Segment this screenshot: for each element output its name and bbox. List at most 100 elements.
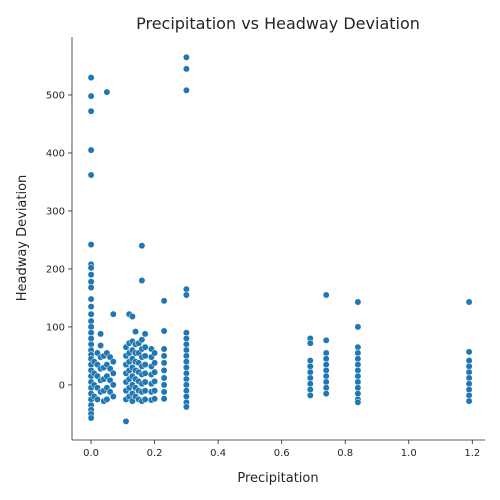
data-point [151,395,159,403]
data-point [306,362,314,370]
data-point [138,242,146,250]
data-point [109,369,117,377]
data-point [87,295,95,303]
data-point [87,107,95,115]
data-point [87,303,95,311]
data-point [87,241,95,249]
data-point [160,352,168,360]
data-point [465,298,473,306]
data-point [182,285,190,293]
data-point [109,381,117,389]
data-point [322,372,330,380]
y-tick-label: 0 [59,380,65,391]
data-point [87,278,95,286]
data-point [87,335,95,342]
data-point [160,345,168,353]
data-point [87,146,95,154]
y-tick-label: 300 [46,206,65,217]
data-point [182,358,190,366]
data-point [182,329,190,337]
data-point [354,384,362,392]
data-point [182,346,190,354]
data-point [354,355,362,363]
data-point [182,381,190,389]
data-point [160,359,168,367]
data-point [151,349,159,357]
data-point [182,352,190,360]
data-point [322,355,330,363]
data-point [182,403,190,411]
data-point [182,369,190,377]
data-point [87,317,95,325]
data-point [465,348,473,356]
data-point [87,284,95,291]
x-tick-label: 0.8 [337,448,353,459]
y-tick-label: 500 [46,90,65,101]
data-point [322,361,330,369]
data-point [465,386,473,394]
data-point [141,387,149,395]
data-point [141,361,149,369]
data-point [122,417,130,425]
data-point [87,323,95,331]
y-tick-label: 100 [46,322,65,333]
data-point [160,366,168,374]
data-point [354,390,362,398]
y-tick-label: 400 [46,148,65,159]
data-point [322,349,330,357]
data-point [354,298,362,306]
data-point [322,384,330,392]
data-point [322,291,330,299]
x-tick-label: 0.2 [147,448,163,459]
plot-area [87,53,473,425]
data-point [87,171,95,179]
data-point [87,340,95,348]
data-point [160,297,168,305]
data-point [151,368,159,376]
data-point [109,358,117,366]
data-point [306,380,314,388]
data-point [141,369,149,377]
data-point [97,330,105,338]
x-tick-label: 1.2 [464,448,480,459]
data-point [182,335,190,342]
data-point [322,378,330,386]
data-point [354,398,362,406]
x-axis: 0.0 0.2 0.4 0.6 0.8 1.0 1.2 [72,439,485,459]
data-point [160,374,168,382]
x-tick-label: 0.0 [83,448,99,459]
data-point [138,277,146,284]
x-tick-label: 0.4 [210,448,226,459]
data-point [87,92,95,100]
data-point [322,336,330,344]
data-point [465,380,473,388]
data-point [465,397,473,405]
data-point [141,395,149,403]
data-point [354,378,362,386]
x-tick-label: 0.6 [274,448,290,459]
data-point [465,374,473,382]
data-point [465,368,473,376]
data-point [322,366,330,374]
data-point [306,386,314,394]
data-point [182,86,190,94]
data-point [182,65,190,73]
y-axis-label: Headway Deviation [15,175,30,302]
data-point [182,340,190,348]
data-point [354,372,362,380]
data-point [141,378,149,386]
data-point [97,342,105,349]
data-point [465,362,473,370]
x-tick-label: 1.0 [401,448,417,459]
data-point [182,393,190,400]
y-tick-label: 200 [46,264,65,275]
data-point [354,361,362,369]
data-point [141,352,149,360]
data-point [182,291,190,299]
data-point [87,329,95,337]
chart-title: Precipitation vs Headway Deviation [136,14,420,33]
y-axis: 0 100 200 300 400 500 [46,37,73,440]
data-point [160,395,168,403]
data-point [354,349,362,357]
data-point [93,395,101,403]
